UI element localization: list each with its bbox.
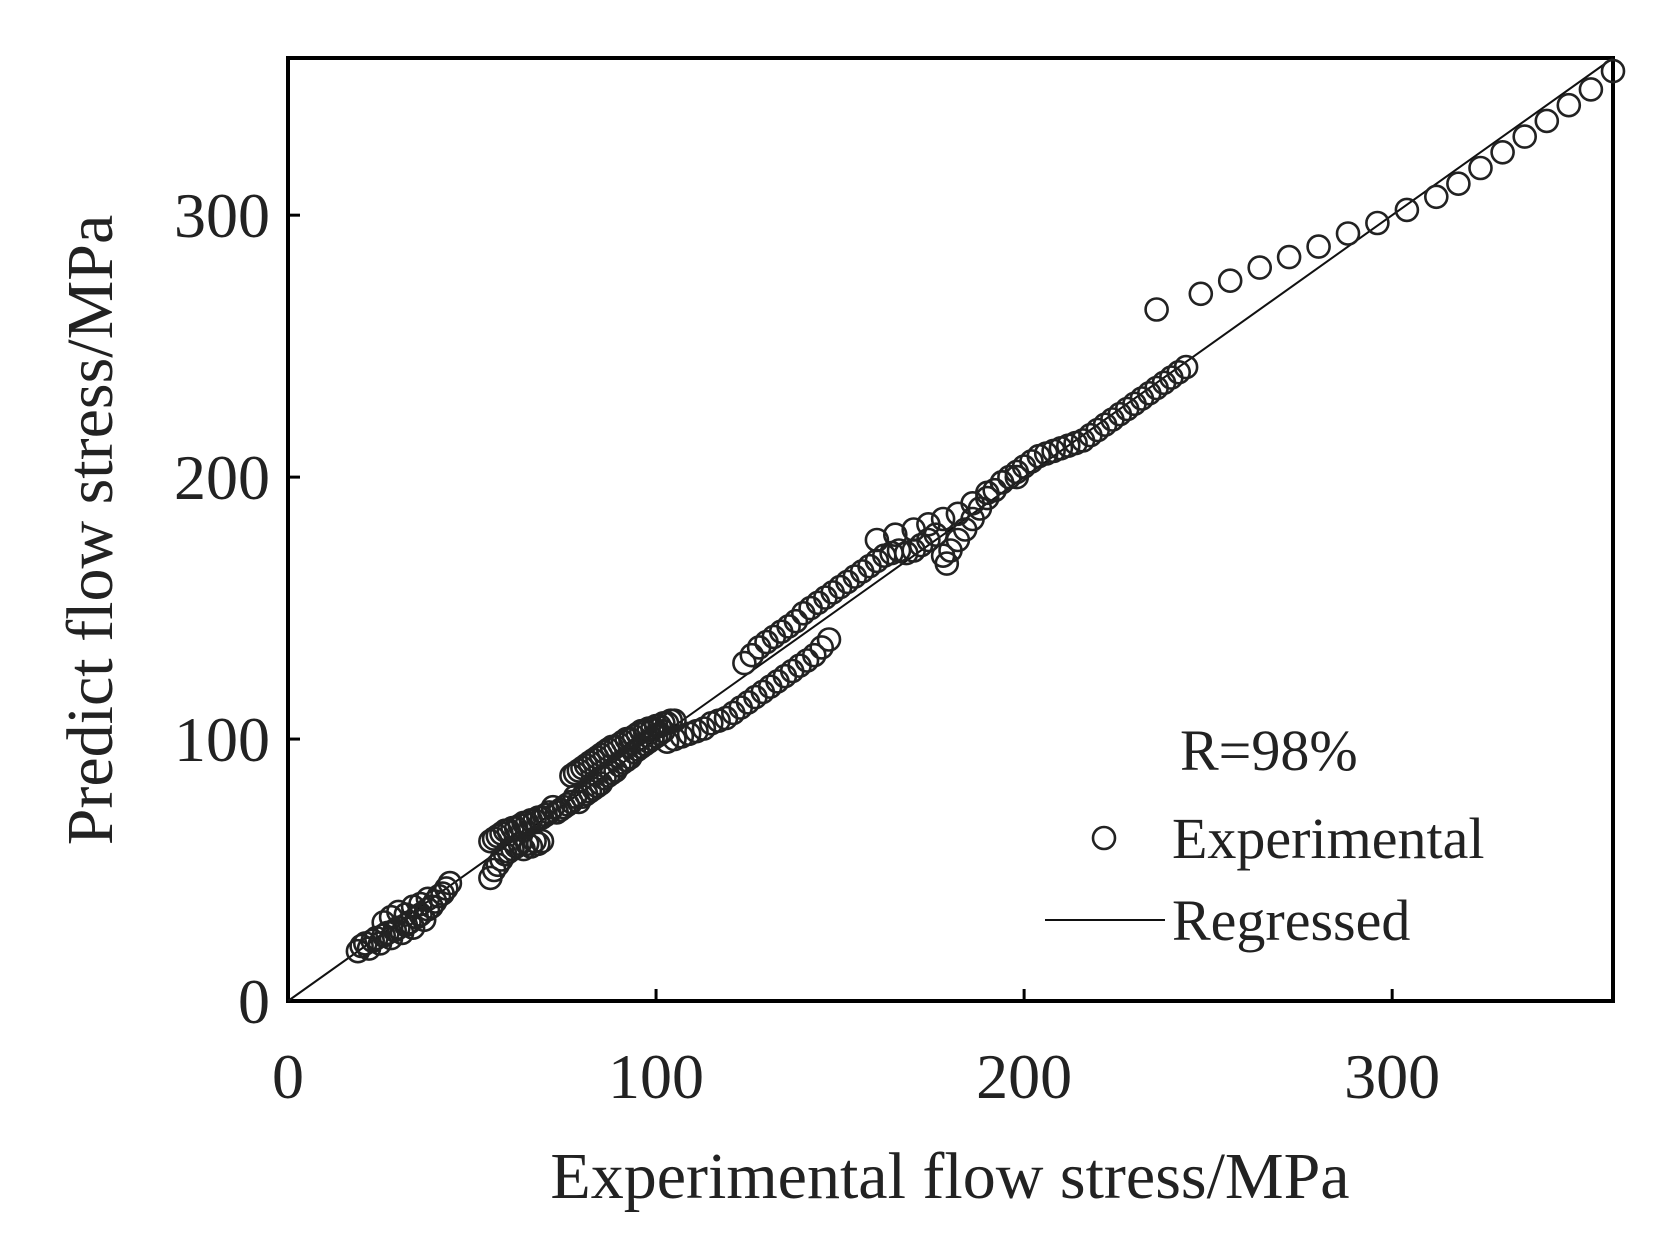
legend-experimental-marker [1091, 825, 1117, 851]
data-point [1019, 449, 1044, 474]
data-point [1276, 244, 1302, 270]
x-tick-label: 200 [976, 1041, 1072, 1112]
data-point [805, 590, 831, 616]
data-point [776, 614, 801, 639]
data-point [1600, 58, 1626, 84]
data-point [857, 553, 882, 579]
x-tick-label: 100 [608, 1041, 704, 1112]
data-point [1166, 359, 1191, 385]
data-point [809, 635, 835, 660]
data-point [783, 608, 809, 634]
data-point [801, 642, 827, 668]
y-axis-label: Predict flow stress/MPa [54, 215, 127, 846]
y-tick-label: 300 [174, 180, 270, 251]
data-point [816, 627, 842, 652]
data-point [1490, 140, 1515, 165]
data-point [1512, 124, 1537, 149]
data-point [433, 876, 459, 901]
y-tick-label: 0 [238, 966, 270, 1037]
r-value-annotation: R=98% [1180, 718, 1358, 783]
data-point [606, 731, 632, 757]
data-point [529, 828, 555, 854]
data-point [437, 870, 463, 896]
data-point [923, 522, 949, 548]
y-axis-tick-labels: 0 100 200 300 [174, 180, 270, 1037]
data-point [1144, 297, 1169, 322]
y-axis-ticks [288, 213, 300, 1003]
data-point [662, 708, 687, 734]
data-point [415, 886, 441, 912]
data-point [761, 624, 787, 650]
data-point [378, 904, 404, 930]
y-tick-label: 200 [174, 442, 270, 513]
data-point [772, 663, 798, 689]
data-point [1556, 92, 1582, 118]
data-point [1446, 171, 1471, 196]
plot-frame [286, 56, 1615, 1003]
data-point [735, 690, 761, 715]
data-point [765, 669, 790, 694]
data-point [1365, 210, 1390, 236]
data-point [1534, 108, 1560, 134]
legend-experimental-label: Experimental [1172, 806, 1484, 871]
data-point [827, 574, 853, 600]
data-point [525, 831, 551, 857]
data-point [1188, 281, 1214, 307]
data-point [559, 789, 584, 815]
data-point [691, 716, 717, 741]
data-point [813, 585, 838, 610]
data-point [1247, 255, 1272, 280]
legend-regressed-label: Regressed [1172, 888, 1410, 953]
data-point [757, 674, 783, 700]
x-axis-ticks [286, 989, 1394, 1001]
data-point [916, 527, 941, 553]
data-point [1173, 354, 1199, 380]
data-point [974, 485, 1000, 511]
data-point [754, 629, 779, 655]
data-point [835, 569, 860, 595]
legend: R=98% Experimental Regressed [1045, 718, 1484, 953]
data-point [555, 792, 581, 817]
data-point [779, 658, 805, 684]
y-tick-label: 100 [174, 704, 270, 775]
data-point [743, 684, 768, 710]
data-point [982, 477, 1008, 503]
data-point [849, 559, 875, 584]
data-point [1306, 234, 1331, 259]
data-point [713, 705, 739, 731]
data-point [1424, 184, 1449, 210]
data-point [798, 595, 823, 621]
data-point [1468, 155, 1493, 181]
x-axis-label: Experimental flow stress/MPa [550, 1140, 1349, 1213]
data-point [787, 653, 812, 679]
data-point [768, 619, 794, 645]
data-point [408, 891, 433, 917]
experimental-points [345, 58, 1626, 964]
data-point [864, 527, 890, 553]
data-point [1335, 221, 1361, 246]
data-point [842, 564, 868, 589]
axes-box [286, 56, 1615, 1003]
x-axis-tick-labels: 0 100 200 300 [272, 1041, 1440, 1112]
x-tick-label: 300 [1344, 1041, 1440, 1112]
x-tick-label: 0 [272, 1041, 304, 1112]
data-point [1578, 77, 1604, 102]
data-point [1004, 459, 1030, 485]
data-point [794, 648, 820, 673]
data-point [934, 551, 960, 576]
data-point [1217, 268, 1243, 294]
data-point [592, 739, 617, 765]
data-point [750, 679, 776, 705]
data-point [820, 580, 846, 605]
data-point [728, 695, 754, 720]
data-point [732, 650, 757, 676]
data-point [739, 642, 765, 668]
data-point [882, 522, 908, 548]
data-point [1394, 197, 1420, 223]
data-point [930, 506, 956, 532]
